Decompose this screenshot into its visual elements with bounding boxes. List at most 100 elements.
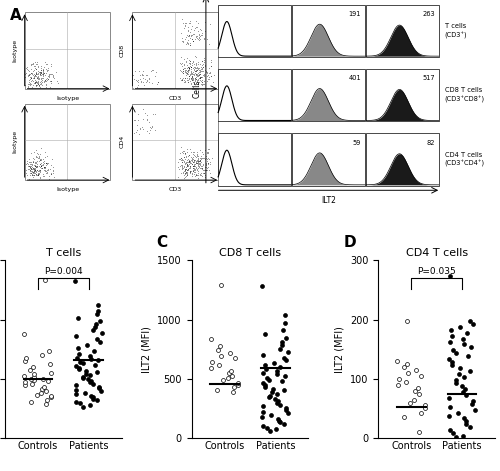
Point [177, 161, 185, 169]
Point [150, 73, 158, 80]
Point [198, 73, 205, 81]
Point [185, 161, 193, 168]
Point [230, 383, 238, 391]
Point [192, 171, 200, 179]
Point [178, 76, 186, 84]
Point [36, 71, 44, 79]
Point [149, 110, 157, 118]
Point [49, 167, 57, 175]
Point [143, 76, 151, 83]
Point [29, 169, 37, 176]
Point [148, 80, 156, 87]
Point [190, 156, 198, 164]
Point [30, 155, 38, 162]
Point [189, 37, 197, 45]
Point [22, 354, 30, 362]
Point [194, 174, 202, 182]
Point [278, 338, 286, 345]
Point [33, 163, 41, 171]
Point [36, 162, 44, 170]
Point [188, 37, 196, 44]
Point [188, 155, 196, 162]
Point [190, 64, 198, 71]
Point [184, 162, 192, 170]
Point [177, 29, 185, 37]
Point [184, 165, 192, 172]
Point [50, 167, 58, 174]
Point [142, 71, 150, 79]
Point [36, 68, 44, 76]
Point [178, 164, 186, 171]
Point [184, 79, 192, 86]
Point [204, 146, 212, 153]
Point [43, 159, 51, 167]
Point [142, 127, 150, 134]
Point [180, 76, 188, 84]
Point [148, 66, 156, 73]
Point [180, 169, 188, 176]
Point [184, 76, 192, 84]
Point [34, 154, 42, 162]
Point [148, 123, 156, 130]
Point [184, 64, 192, 72]
Point [196, 157, 203, 165]
Point [190, 164, 198, 172]
Point [152, 69, 160, 76]
Point [37, 66, 45, 73]
Point [189, 158, 197, 165]
Point [40, 163, 48, 171]
Point [188, 69, 196, 77]
Point [76, 358, 84, 365]
Point [34, 77, 42, 84]
Point [29, 81, 37, 89]
Point [30, 72, 38, 80]
Point [198, 150, 206, 157]
Point [200, 56, 208, 64]
Point [178, 162, 186, 169]
Point [32, 159, 40, 167]
Point [144, 116, 152, 124]
Point [31, 170, 39, 177]
Point [184, 155, 192, 162]
Point [418, 372, 426, 380]
Point [280, 387, 287, 394]
Point [39, 68, 47, 75]
Point [193, 76, 201, 84]
Point [79, 360, 87, 367]
Point [276, 401, 283, 408]
Point [180, 19, 188, 27]
Point [75, 350, 83, 357]
Point [36, 173, 44, 180]
Point [191, 35, 199, 42]
Point [30, 168, 38, 175]
Point [29, 158, 37, 165]
Point [182, 153, 190, 161]
Point [35, 170, 43, 178]
Point [181, 159, 189, 167]
Point [36, 155, 44, 162]
Point [178, 76, 186, 83]
Point [193, 148, 201, 156]
Point [186, 151, 194, 158]
Point [179, 149, 187, 156]
Point [448, 361, 456, 369]
Point [26, 167, 34, 174]
Point [40, 158, 48, 165]
Text: 191: 191 [348, 11, 361, 17]
Point [206, 335, 214, 342]
Point [32, 70, 40, 77]
Point [40, 163, 48, 171]
Point [25, 76, 33, 84]
Point [42, 400, 50, 408]
Point [182, 171, 190, 179]
Point [190, 167, 198, 174]
Point [191, 152, 199, 160]
Point [192, 164, 200, 171]
Point [154, 78, 162, 85]
Point [186, 57, 194, 65]
Point [38, 161, 46, 169]
Point [446, 273, 454, 280]
Point [80, 389, 88, 397]
Point [30, 67, 38, 74]
Point [134, 131, 142, 138]
